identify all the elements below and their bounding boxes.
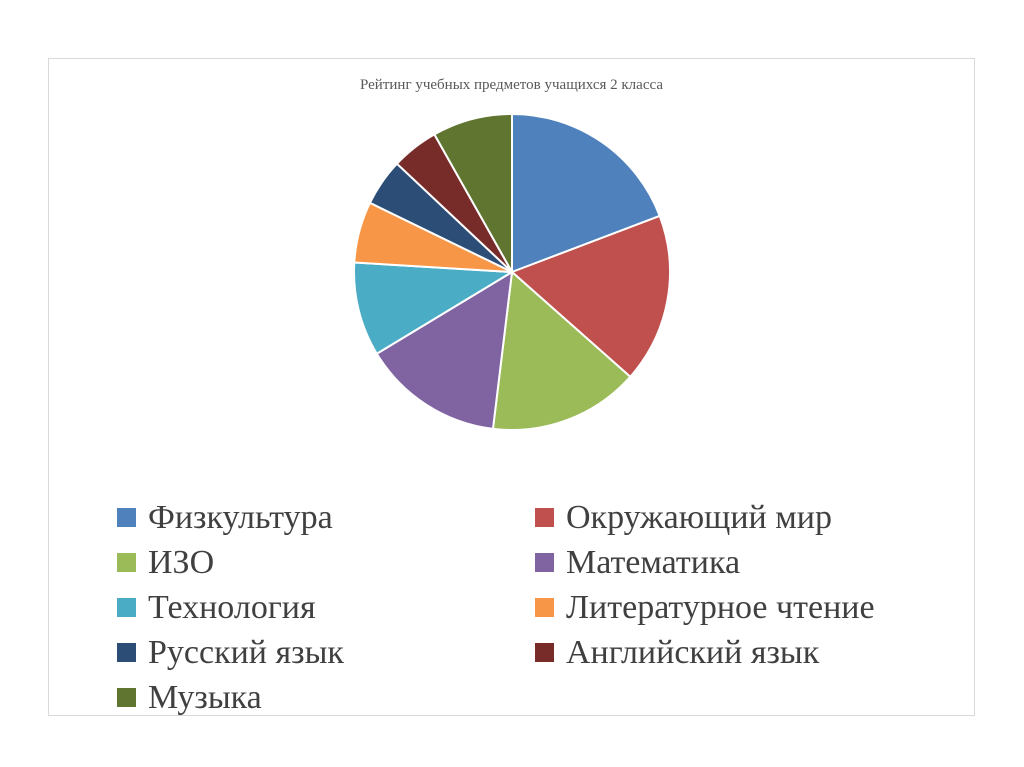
- legend-item: Технология: [117, 585, 535, 630]
- legend-swatch: [117, 508, 136, 527]
- legend-label: Английский язык: [566, 633, 820, 671]
- legend-label: Окружающий мир: [566, 498, 832, 536]
- pie-chart: [353, 112, 671, 431]
- legend-label: Русский язык: [148, 633, 344, 671]
- legend-swatch: [535, 508, 554, 527]
- legend-label: Технология: [148, 588, 316, 626]
- legend-item: Музыка: [117, 675, 535, 720]
- legend-swatch: [117, 553, 136, 572]
- legend-label: Физкультура: [148, 498, 333, 536]
- legend-item: Английский язык: [535, 630, 955, 675]
- legend-swatch: [117, 643, 136, 662]
- legend-item: Математика: [535, 540, 955, 585]
- legend-swatch: [535, 643, 554, 662]
- chart-legend: Физкультура Окружающий мир ИЗО Математика Те…: [117, 495, 957, 720]
- legend-item: Литературное чтение: [535, 585, 955, 630]
- chart-area: Рейтинг учебных предметов учащихся 2 кла…: [48, 58, 975, 716]
- pie-slice-1: [511, 112, 662, 274]
- legend-label: Математика: [566, 543, 741, 581]
- legend-swatch: [117, 598, 136, 617]
- legend-item: Окружающий мир: [535, 495, 955, 540]
- legend-label: Музыка: [148, 678, 262, 716]
- pie-slice-9: [433, 112, 513, 276]
- chart-title: Рейтинг учебных предметов учащихся 2 кла…: [360, 77, 663, 93]
- pie-slice-3: [491, 269, 632, 431]
- legend-swatch: [535, 598, 554, 617]
- pie-slice-5: [353, 261, 516, 356]
- pie-slice-2: [510, 214, 671, 379]
- pie-slice-4: [375, 270, 514, 430]
- legend-item: ИЗО: [117, 540, 535, 585]
- legend-label: ИЗО: [148, 543, 215, 581]
- legend-swatch: [535, 553, 554, 572]
- legend-item: Русский язык: [117, 630, 535, 675]
- legend-item: Физкультура: [117, 495, 535, 540]
- legend-swatch: [117, 688, 136, 707]
- legend-label: Литературное чтение: [566, 588, 875, 626]
